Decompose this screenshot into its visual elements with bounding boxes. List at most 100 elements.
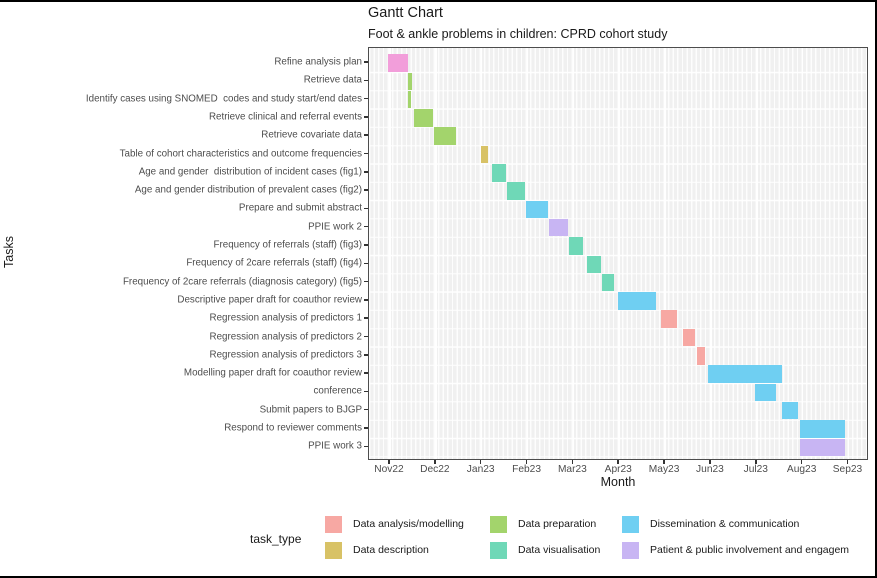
legend-swatch bbox=[325, 542, 342, 559]
gantt-bar bbox=[707, 365, 782, 383]
legend-label: Dissemination & communication bbox=[650, 518, 800, 530]
y-tick-mark bbox=[364, 445, 368, 448]
month-gridline bbox=[480, 48, 483, 459]
y-tick-mark bbox=[364, 171, 368, 173]
month-gridline bbox=[618, 48, 621, 459]
x-tick-label: Jul23 bbox=[743, 464, 768, 475]
legend-swatch bbox=[325, 516, 342, 533]
legend-label: Patient & public involvement and engagem bbox=[650, 544, 850, 556]
month-gridline bbox=[756, 48, 758, 459]
y-tick-label: Table of cohort characteristics and outc… bbox=[119, 148, 362, 159]
y-tick-mark bbox=[364, 408, 368, 411]
gantt-bar bbox=[660, 310, 678, 328]
x-tick-mark bbox=[434, 460, 436, 464]
y-tick-mark bbox=[364, 152, 368, 155]
legend-swatch bbox=[622, 542, 639, 559]
month-gridline bbox=[526, 48, 529, 459]
month-gridline bbox=[664, 48, 666, 459]
x-tick-mark bbox=[617, 460, 620, 464]
gantt-bar bbox=[549, 218, 568, 237]
gantt-bar bbox=[799, 438, 846, 457]
y-tick-mark bbox=[364, 299, 368, 301]
y-tick-label: Prepare and submit abstract bbox=[238, 202, 362, 214]
y-tick-mark bbox=[364, 189, 368, 191]
y-tick-label: Retrieve clinical and referral events bbox=[208, 111, 362, 123]
plot-panel bbox=[368, 47, 868, 460]
month-gridline bbox=[710, 48, 712, 459]
gantt-bar bbox=[587, 255, 601, 274]
x-tick-mark bbox=[479, 460, 482, 464]
y-tick-label: Modelling paper draft for coauthor revie… bbox=[183, 367, 362, 379]
y-tick-mark bbox=[364, 244, 368, 246]
legend-label: Data analysis/modelling bbox=[353, 518, 464, 530]
x-tick-label: Aug23 bbox=[786, 464, 817, 475]
y-tick-label: Age and gender distribution of incident … bbox=[138, 166, 362, 178]
legend-swatch bbox=[490, 516, 507, 533]
gantt-bar bbox=[434, 127, 457, 145]
x-axis-title: Month bbox=[600, 475, 636, 489]
legend-label: Data visualisation bbox=[518, 544, 601, 556]
y-tick-mark bbox=[364, 335, 368, 338]
x-tick-mark bbox=[709, 460, 711, 464]
y-tick-label: conference bbox=[313, 385, 362, 397]
month-gridline bbox=[801, 48, 804, 459]
x-tick-mark bbox=[800, 460, 803, 464]
gantt-bar bbox=[387, 54, 409, 72]
legend-swatch bbox=[490, 542, 507, 559]
chart-title: Gantt Chart bbox=[368, 5, 443, 21]
gantt-bar bbox=[618, 292, 657, 310]
legend-swatch bbox=[622, 516, 639, 533]
y-tick-mark bbox=[364, 79, 368, 82]
gantt-bar bbox=[799, 420, 846, 438]
y-tick-label: Submit papers to BJGP bbox=[259, 404, 362, 416]
y-tick-mark bbox=[364, 61, 368, 63]
y-tick-mark bbox=[364, 262, 368, 265]
gantt-bar bbox=[491, 164, 506, 182]
y-tick-label: Retrieve covariate data bbox=[261, 129, 362, 141]
x-tick-mark bbox=[846, 460, 849, 464]
gantt-bar bbox=[408, 72, 412, 91]
y-tick-label: Regression analysis of predictors 2 bbox=[209, 331, 362, 342]
gantt-bar bbox=[526, 200, 549, 219]
gantt-bar bbox=[414, 109, 433, 127]
x-tick-label: Sep23 bbox=[832, 464, 863, 475]
gantt-bar bbox=[602, 273, 615, 292]
y-tick-label: Retrieve data bbox=[303, 74, 362, 86]
chart-subtitle: Foot & ankle problems in children: CPRD … bbox=[368, 27, 668, 41]
gantt-bar bbox=[480, 145, 489, 164]
x-tick-label: May23 bbox=[648, 464, 680, 475]
y-tick-mark bbox=[364, 207, 368, 210]
x-tick-label: Jun23 bbox=[696, 464, 724, 475]
y-tick-mark bbox=[364, 116, 368, 118]
gantt-bar bbox=[697, 347, 705, 365]
y-tick-label: Regression analysis of predictors 1 bbox=[209, 312, 362, 324]
month-gridline bbox=[389, 48, 391, 459]
y-tick-mark bbox=[364, 317, 368, 319]
y-tick-label: Refine analysis plan bbox=[274, 56, 362, 68]
x-tick-label: Mar23 bbox=[557, 464, 587, 475]
gantt-bar bbox=[682, 328, 696, 347]
y-tick-mark bbox=[364, 97, 368, 100]
x-tick-mark bbox=[755, 460, 757, 464]
x-tick-mark bbox=[388, 460, 390, 464]
x-tick-label: Jan23 bbox=[466, 464, 495, 475]
gantt-bar bbox=[408, 90, 411, 109]
y-tick-mark bbox=[364, 390, 368, 393]
legend-title: task_type bbox=[250, 532, 302, 546]
y-tick-mark bbox=[364, 134, 368, 136]
x-tick-label: Nov22 bbox=[374, 464, 404, 475]
y-tick-label: PPIE work 2 bbox=[308, 221, 362, 233]
y-tick-label: Frequency of referrals (staff) (fig3) bbox=[213, 239, 362, 251]
month-gridline bbox=[847, 48, 850, 459]
legend-label: Data description bbox=[353, 544, 429, 556]
gantt-bar bbox=[782, 401, 798, 420]
legend-label: Data preparation bbox=[518, 518, 597, 530]
y-tick-mark bbox=[364, 372, 368, 374]
y-tick-mark bbox=[364, 225, 368, 228]
y-tick-label: Identify cases using SNOMED codes and st… bbox=[85, 93, 362, 105]
y-tick-label: Regression analysis of predictors 3 bbox=[209, 349, 362, 361]
gantt-bar bbox=[755, 383, 777, 402]
y-tick-label: Respond to reviewer comments bbox=[224, 422, 362, 434]
gantt-bar bbox=[506, 182, 525, 200]
